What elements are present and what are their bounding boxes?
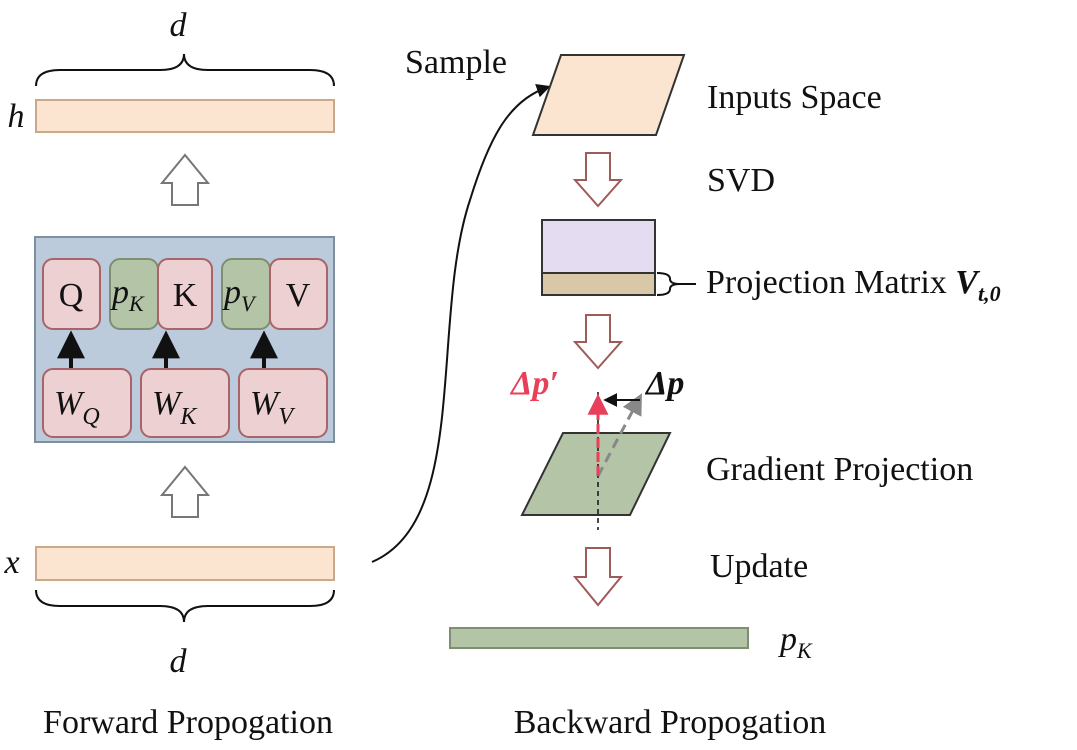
down-arrow-svd [572, 152, 624, 208]
pv-label: pV [222, 274, 257, 316]
h-label: h [8, 98, 25, 135]
svd-label: SVD [707, 162, 775, 199]
v-label: V [286, 277, 311, 314]
backward-caption: Backward Propogation [514, 704, 827, 741]
bottom-dim-label: d [170, 643, 188, 680]
down-arrow-projection [572, 314, 624, 370]
projection-matrix-label: Projection Matrix Vt,0 [706, 264, 1001, 306]
projection-matrix-basis [541, 272, 656, 296]
inputs-space-plane [531, 54, 686, 136]
delta-p-prime-label: Δp′ [509, 365, 559, 402]
pk-label: pK [110, 274, 145, 316]
x-vector-bar [35, 546, 335, 581]
sample-label: Sample [405, 44, 507, 81]
pk-updated-bar [449, 627, 749, 649]
forward-caption: Forward Propogation [43, 704, 333, 741]
top-dim-label: d [170, 7, 188, 44]
q-label: Q [59, 277, 84, 314]
sample-curve-arrow [371, 84, 551, 563]
wk-label: WK [152, 385, 198, 430]
q-box [42, 258, 101, 330]
delta-p-label: Δp [644, 365, 684, 402]
wv-box [238, 368, 328, 438]
inputs-space-label: Inputs Space [707, 79, 882, 116]
wq-label: WQ [54, 385, 100, 430]
x-label: x [3, 544, 19, 581]
up-arrow-bottom [159, 465, 211, 518]
h-vector-bar [35, 99, 335, 133]
wk-box [140, 368, 230, 438]
pk-updated-label: pK [778, 621, 813, 663]
wv-label: WV [250, 385, 295, 430]
bottom-brace [35, 589, 335, 623]
projection-matrix-top [541, 219, 656, 274]
wq-box [42, 368, 132, 438]
projection-matrix-brace [656, 272, 681, 296]
v-box [269, 258, 328, 330]
gradient-projection-plane [520, 432, 672, 516]
up-arrow-top [159, 153, 211, 206]
k-label: K [173, 277, 198, 314]
down-arrow-update [572, 547, 624, 607]
update-label: Update [710, 548, 808, 585]
top-brace [35, 53, 335, 87]
k-box [157, 258, 213, 330]
gradient-projection-label: Gradient Projection [706, 451, 973, 488]
